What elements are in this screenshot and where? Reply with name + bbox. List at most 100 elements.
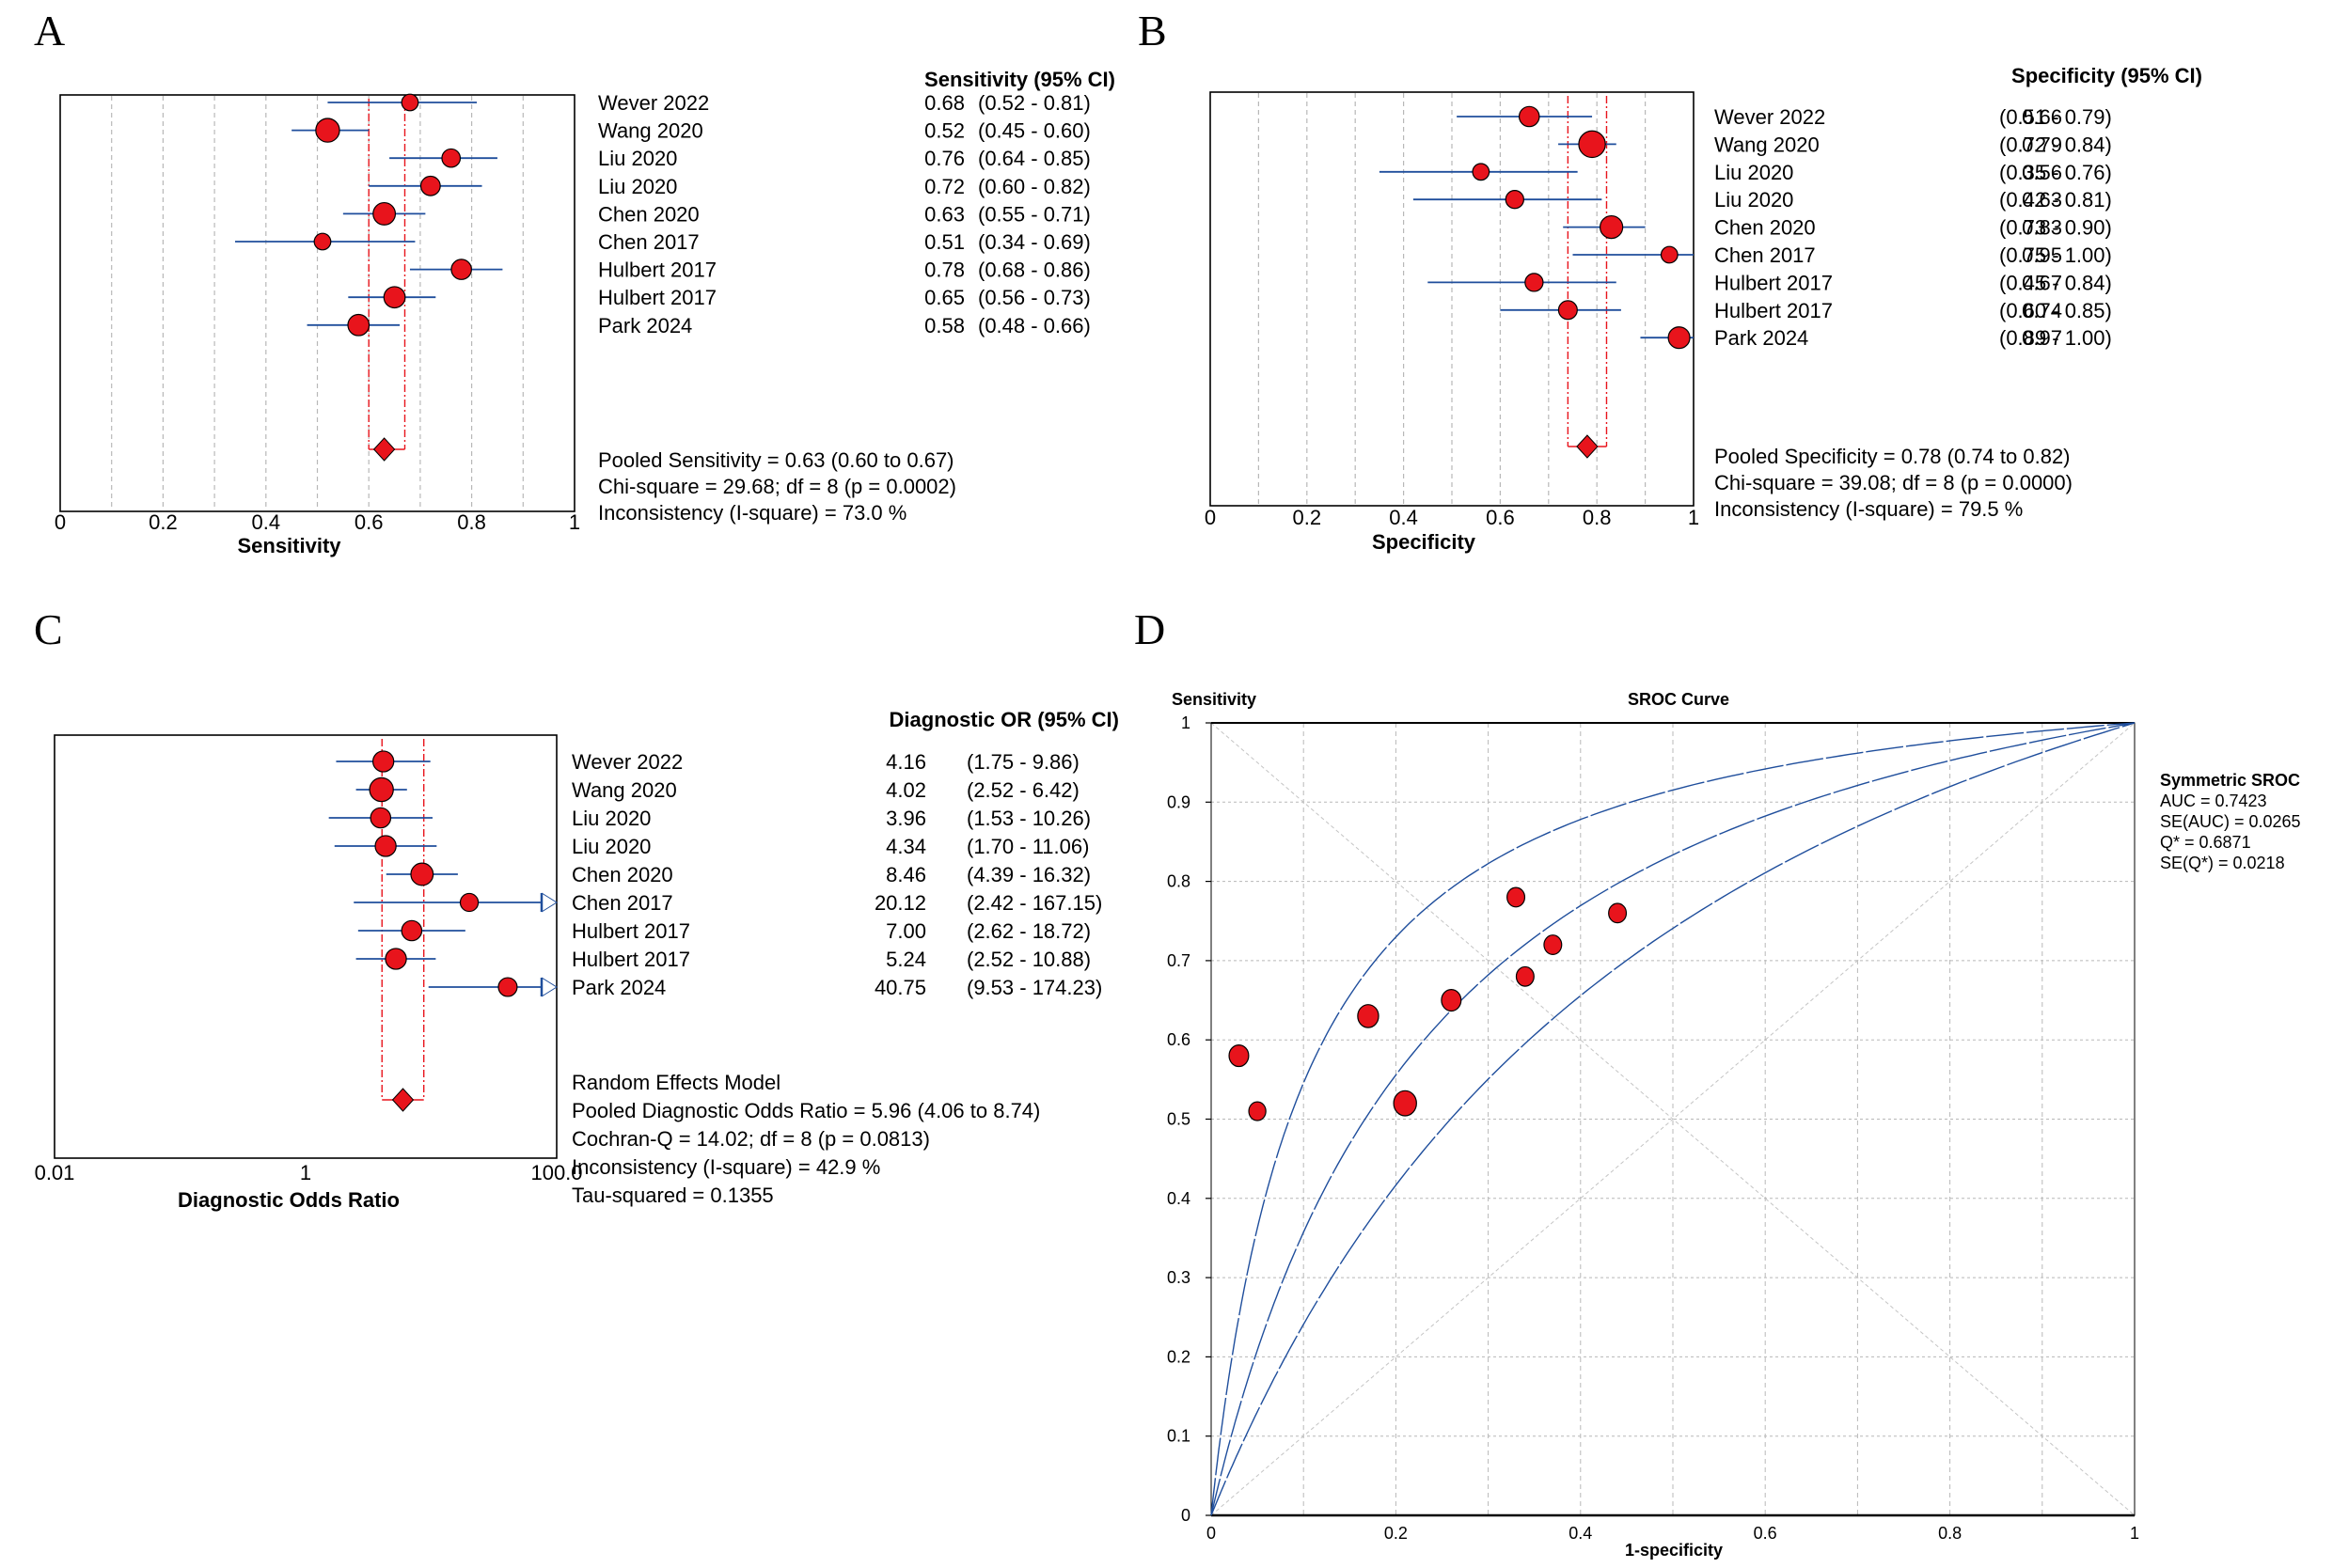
- summary-line: Inconsistency (I-square) = 79.5 %: [1714, 497, 2023, 521]
- x-tick-label: 0.4: [252, 510, 281, 534]
- summary-line: Pooled Specificity = 0.78 (0.74 to 0.82): [1714, 445, 2071, 468]
- study-estimate: 0.83: [2022, 216, 2062, 240]
- pooled-diamond: [391, 1088, 415, 1112]
- study-estimate: 0.72: [924, 175, 965, 198]
- study-marker: [371, 750, 395, 773]
- study-estimate: 8.46: [886, 863, 926, 886]
- x-tick-label: 0.2: [149, 510, 178, 534]
- arrow-right-icon: [541, 892, 558, 913]
- y-tick-label: 0.8: [1167, 872, 1190, 891]
- x-tick-label: 0.8: [1938, 1524, 1962, 1543]
- legend-line: AUC = 0.7423: [2160, 792, 2267, 810]
- study-name: Hulbert 2017: [1714, 271, 1833, 294]
- study-estimate: 5.24: [886, 948, 926, 971]
- summary-line: Inconsistency (I-square) = 73.0 %: [598, 501, 906, 525]
- x-axis-title: Sensitivity: [237, 534, 341, 557]
- study-estimate: 4.16: [886, 750, 926, 774]
- x-tick-label: 0.6: [1486, 506, 1515, 529]
- study-point: [1248, 1101, 1267, 1121]
- chart-title: SROC Curve: [1628, 690, 1729, 709]
- plot-frame: [59, 94, 575, 512]
- summary-line: Pooled Sensitivity = 0.63 (0.60 to 0.67): [598, 448, 954, 472]
- study-name: Wever 2022: [1714, 105, 1825, 129]
- study-marker: [459, 892, 480, 913]
- study-estimate: 0.97: [2022, 326, 2062, 350]
- x-tick-label: 0.2: [1293, 506, 1322, 529]
- study-estimate: 0.79: [2022, 133, 2062, 156]
- study-estimate: 0.63: [924, 202, 965, 226]
- study-ci: (0.48 - 0.66): [978, 314, 1091, 337]
- legend-line: Q* = 0.6871: [2160, 833, 2251, 852]
- column-header: Diagnostic OR (95% CI): [890, 708, 1119, 731]
- study-name: Hulbert 2017: [598, 286, 717, 309]
- study-marker: [1578, 130, 1606, 159]
- summary-line: Chi-square = 29.68; df = 8 (p = 0.0002): [598, 475, 956, 498]
- study-marker: [441, 148, 462, 168]
- sroc-curve-line: [1210, 722, 2136, 1516]
- x-axis-title: Specificity: [1372, 530, 1476, 554]
- study-ci: (0.45 - 0.60): [978, 119, 1091, 143]
- study-name: Chen 2017: [598, 230, 700, 254]
- study-estimate: 0.67: [2022, 271, 2062, 294]
- summary-line: Cochran-Q = 14.02; df = 8 (p = 0.0813): [572, 1127, 930, 1151]
- study-name: Wever 2022: [572, 750, 683, 774]
- study-marker: [1660, 245, 1679, 264]
- y-tick-label: 0.6: [1167, 1030, 1190, 1049]
- study-marker: [450, 259, 472, 280]
- study-name: Liu 2020: [598, 147, 677, 170]
- plot-frame: [1209, 91, 1695, 507]
- study-marker: [313, 232, 332, 251]
- study-ci: (0.64 - 0.85): [978, 147, 1091, 170]
- study-estimate: 0.76: [924, 147, 965, 170]
- study-ci: (0.35 - 0.76): [1999, 161, 2112, 184]
- x-tick-label: 0.8: [457, 510, 486, 534]
- pooled-diamond: [1576, 434, 1599, 459]
- study-estimate: 0.51: [924, 230, 965, 254]
- study-marker: [385, 948, 407, 970]
- legend-line: SE(Q*) = 0.0218: [2160, 854, 2285, 872]
- study-ci: (0.55 - 0.71): [978, 202, 1091, 226]
- study-point: [1228, 1043, 1250, 1068]
- y-tick-label: 0: [1181, 1506, 1190, 1525]
- x-tick-label: 0.01: [35, 1161, 75, 1184]
- study-estimate: 0.56: [2022, 161, 2062, 184]
- x-tick-label: 0: [1205, 506, 1216, 529]
- study-estimate: 0.65: [924, 286, 965, 309]
- study-estimate: 0.95: [2022, 243, 2062, 267]
- study-ci: (9.53 - 174.23): [967, 976, 1102, 999]
- study-marker: [419, 175, 441, 196]
- panel-label-d: D: [1134, 605, 1165, 653]
- x-tick-label: 0: [55, 510, 66, 534]
- study-name: Park 2024: [1714, 326, 1808, 350]
- study-marker: [347, 313, 370, 337]
- arrow-right-icon: [541, 977, 558, 997]
- study-ci: (0.68 - 0.86): [978, 259, 1091, 282]
- y-tick-label: 1: [1181, 713, 1190, 732]
- y-tick-label: 0.3: [1167, 1268, 1190, 1287]
- plot-frame: [54, 734, 558, 1159]
- study-name: Wang 2020: [572, 778, 677, 802]
- y-tick-label: 0.5: [1167, 1110, 1190, 1129]
- panel-a-sensitivity-forest: Wever 2022 0.68 (0.52 - 0.81) Wang 2020 0.52…: [55, 68, 1115, 557]
- study-marker: [372, 201, 397, 226]
- study-ci: (2.52 - 6.42): [967, 778, 1080, 802]
- y-tick-label: 0.9: [1167, 792, 1190, 811]
- study-ci: (0.45 - 0.84): [1999, 271, 2112, 294]
- anti-diagonal: [1210, 722, 2136, 1516]
- panel-b-specificity-forest: Wever 2022 0.66(0.51 - 0.79) Wang 2020 0.79…: [1205, 64, 2202, 554]
- summary-line: Random Effects Model: [572, 1071, 780, 1094]
- y-tick-label: 0.2: [1167, 1347, 1190, 1366]
- study-name: Chen 2017: [572, 891, 673, 915]
- study-name: Liu 2020: [1714, 188, 1793, 212]
- x-tick-label: 0.6: [355, 510, 384, 534]
- study-marker: [1472, 163, 1490, 181]
- study-name: Hulbert 2017: [572, 948, 690, 971]
- study-ci: (0.42 - 0.81): [1999, 188, 2112, 212]
- study-ci: (0.51 - 0.79): [1999, 105, 2112, 129]
- study-name: Liu 2020: [572, 807, 651, 830]
- study-ci: (2.42 - 167.15): [967, 891, 1102, 915]
- study-name: Wang 2020: [598, 119, 703, 143]
- study-name: Liu 2020: [1714, 161, 1793, 184]
- x-tick-label: 0.4: [1568, 1524, 1592, 1543]
- y-axis-title: Sensitivity: [1172, 690, 1256, 709]
